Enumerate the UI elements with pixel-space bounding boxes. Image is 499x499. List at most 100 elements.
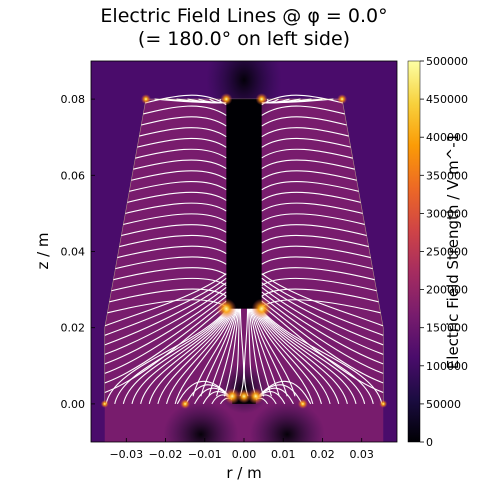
x-tick-label: 0.00 xyxy=(232,448,257,461)
field-line xyxy=(127,191,227,203)
field-line xyxy=(216,308,239,397)
chart-title-line2: (= 180.0° on left side) xyxy=(138,28,350,50)
field-line xyxy=(137,137,227,148)
colorbar-ticks: 0 50000 100000 150000 200000 250000 300000 3500… xyxy=(420,55,468,449)
y-tick-label: 0.06 xyxy=(61,169,86,182)
field-line xyxy=(261,277,384,336)
field-line xyxy=(255,308,340,405)
x-tick-label: 0.02 xyxy=(310,448,335,461)
hotspot xyxy=(251,298,272,319)
field-line xyxy=(261,224,367,237)
hotspot xyxy=(216,298,237,319)
field-line xyxy=(104,286,227,355)
field-line xyxy=(104,305,227,393)
field-line xyxy=(117,245,227,259)
field-line xyxy=(261,98,334,104)
hotspot xyxy=(247,388,264,405)
field-line xyxy=(248,308,265,397)
field-line xyxy=(249,308,272,397)
field-line xyxy=(261,282,384,346)
field-line xyxy=(154,98,227,104)
x-axis-label: r / m xyxy=(226,464,261,482)
field-line xyxy=(115,256,227,270)
field-line xyxy=(148,308,233,405)
field-line xyxy=(261,94,343,106)
inner-electrode xyxy=(226,99,262,309)
field-line xyxy=(135,148,227,159)
hotspot xyxy=(220,93,233,106)
field-line xyxy=(261,137,351,148)
colorbar-tick-label: 0 xyxy=(426,436,433,449)
field-line xyxy=(261,296,384,374)
x-tick-label: 0.01 xyxy=(271,448,296,461)
x-axis-ticks: −0.03 −0.02 −0.01 0.00 0.01 0.02 0.03 xyxy=(109,438,374,461)
y-tick-label: 0.04 xyxy=(61,246,86,259)
plot-area xyxy=(91,61,397,442)
field-line xyxy=(261,299,381,314)
colorbar-tick-label: 100000 xyxy=(426,360,468,373)
field-line xyxy=(133,159,227,170)
field-line xyxy=(121,224,227,237)
field-line xyxy=(261,213,365,225)
field-line xyxy=(157,308,234,405)
field-line xyxy=(261,245,371,259)
field-line xyxy=(139,127,227,138)
field-line xyxy=(131,170,227,181)
colorbar-tick-label: 300000 xyxy=(426,207,468,220)
colorbar-tick-label: 350000 xyxy=(426,169,468,182)
field-line xyxy=(174,308,236,405)
y-axis-ticks: 0.00 0.02 0.04 0.06 0.08 xyxy=(61,93,95,411)
hotspot xyxy=(224,388,241,405)
field-line xyxy=(261,291,384,365)
field-line xyxy=(258,308,366,405)
low-field-spot xyxy=(163,400,239,442)
field-line xyxy=(105,308,229,405)
field-line xyxy=(125,202,227,214)
field-line xyxy=(261,305,384,393)
colorbar-tick-label: 250000 xyxy=(426,246,468,259)
x-tick-label: −0.03 xyxy=(109,448,143,461)
field-line xyxy=(254,308,331,405)
field-line xyxy=(104,300,227,384)
field-line xyxy=(165,308,235,405)
field-line xyxy=(143,105,227,116)
field-line xyxy=(131,308,231,405)
hotspot xyxy=(100,399,109,408)
colorbar-tick-label: 200000 xyxy=(426,284,468,297)
hotspot xyxy=(337,94,348,105)
field-line xyxy=(243,308,249,397)
high-field-hotspots xyxy=(100,93,388,409)
field-line xyxy=(261,286,384,355)
field-line xyxy=(251,308,288,397)
field-line xyxy=(252,308,314,405)
chart-title-line1: Electric Field Lines @ φ = 0.0° xyxy=(100,5,387,27)
x-tick-label: −0.01 xyxy=(188,448,222,461)
field-line xyxy=(261,170,357,181)
field-line xyxy=(261,234,369,248)
field-line xyxy=(261,267,375,281)
colorbar: 0 50000 100000 150000 200000 250000 300000 3500… xyxy=(407,55,468,449)
y-tick-label: 0.08 xyxy=(61,93,86,106)
colorbar-tick-label: 400000 xyxy=(426,131,468,144)
field-line xyxy=(145,94,227,106)
colorbar-label: Electric Field Strength / V m^-1 xyxy=(444,133,462,369)
field-line xyxy=(261,181,359,192)
x-tick-label: 0.03 xyxy=(349,448,374,461)
colorbar-tick-label: 450000 xyxy=(426,93,468,106)
low-field-spot xyxy=(249,400,325,442)
hotspot xyxy=(237,389,251,404)
field-line xyxy=(261,300,384,384)
hotspot xyxy=(379,399,388,408)
field-line xyxy=(261,105,345,116)
field-line xyxy=(200,308,237,397)
hotspot xyxy=(140,94,151,105)
field-line xyxy=(261,273,384,327)
field-line xyxy=(261,116,347,127)
field-line xyxy=(259,308,383,405)
field-line xyxy=(107,299,227,314)
low-field-spot xyxy=(206,61,282,131)
hotspot xyxy=(180,398,191,409)
field-line xyxy=(257,308,357,405)
field-line xyxy=(104,291,227,365)
